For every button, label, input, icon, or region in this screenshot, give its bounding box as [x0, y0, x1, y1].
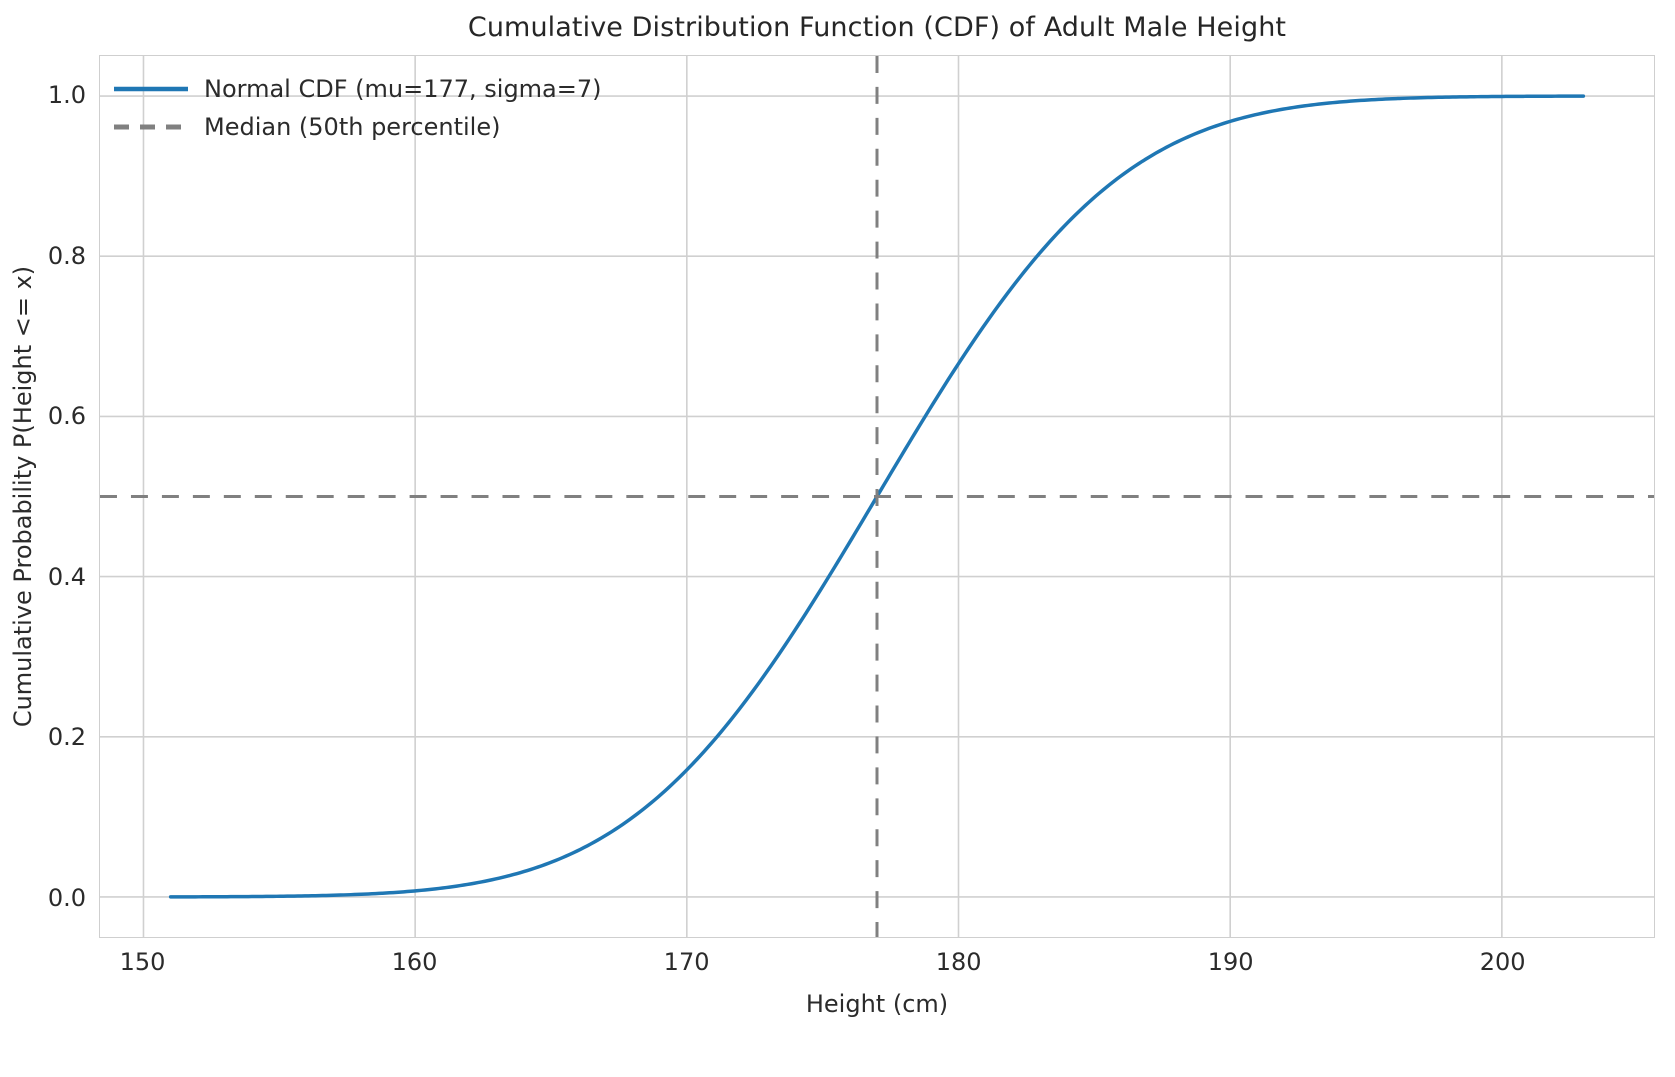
plot-area	[99, 55, 1655, 938]
y-tick-label: 0.6	[47, 402, 86, 431]
chart-legend: Normal CDF (mu=177, sigma=7) Median (50th…	[112, 70, 602, 146]
chart-title: Cumulative Distribution Function (CDF) o…	[467, 12, 1287, 43]
y-tick-label: 1.0	[47, 81, 86, 110]
x-tick-label: 190	[1207, 948, 1254, 976]
x-axis-label: Height (cm)	[805, 990, 949, 1018]
y-axis-label: Cumulative Probability P(Height <= x)	[9, 265, 37, 728]
legend-label: Normal CDF (mu=177, sigma=7)	[204, 75, 602, 103]
legend-item: Median (50th percentile)	[112, 108, 602, 146]
y-tick-label: 0.4	[47, 562, 86, 591]
y-tick-label: 0.8	[47, 241, 86, 270]
x-tick-label: 170	[663, 948, 710, 976]
x-tick-label: 180	[935, 948, 982, 976]
legend-label: Median (50th percentile)	[204, 113, 501, 141]
x-tick-label: 150	[119, 948, 166, 976]
legend-item: Normal CDF (mu=177, sigma=7)	[112, 70, 602, 108]
x-tick-label: 200	[1479, 948, 1526, 976]
x-tick-label: 160	[391, 948, 438, 976]
y-tick-label: 0.0	[47, 883, 86, 912]
data-layer	[100, 56, 1654, 937]
y-tick-label: 0.2	[47, 723, 86, 752]
legend-swatch-solid-icon	[112, 79, 190, 99]
legend-swatch-dashed-icon	[112, 117, 190, 137]
